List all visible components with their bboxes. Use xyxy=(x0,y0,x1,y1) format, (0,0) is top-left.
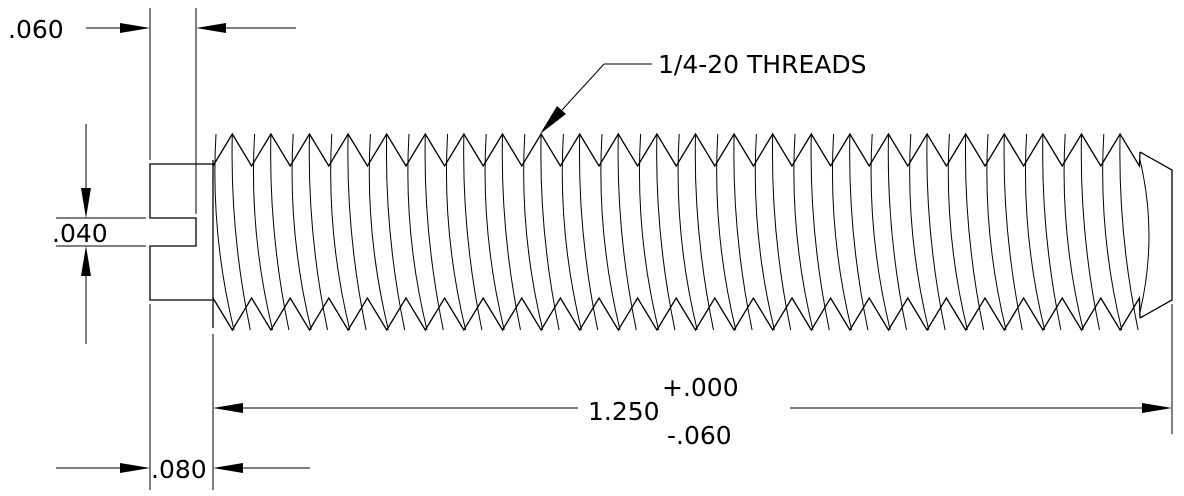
thread-flank-root xyxy=(638,133,660,331)
thread-flank-root xyxy=(831,133,853,331)
arrowhead xyxy=(213,463,243,473)
dim-text-length-tol-plus: +.000 xyxy=(662,373,739,402)
thread-flank-crest xyxy=(424,133,444,331)
thread-flank-root xyxy=(561,133,582,331)
thread-flank-crest xyxy=(617,133,637,331)
thread-flank-root xyxy=(677,133,698,331)
chamfer-end xyxy=(1139,151,1173,319)
leader-line xyxy=(561,63,605,111)
thread-flank-crest xyxy=(656,133,676,331)
thread-flank-crest xyxy=(694,133,714,331)
thread-flank-crest xyxy=(771,133,792,331)
thread-flank-crest xyxy=(578,133,599,331)
dim-slot-depth: .080 xyxy=(56,304,310,490)
thread-flank-crest xyxy=(308,133,328,331)
thread-flank-crest xyxy=(810,133,830,331)
thread-flank-root xyxy=(716,133,737,331)
thread-crest-bottom xyxy=(212,295,1141,332)
thread-crest-top xyxy=(212,132,1141,169)
thread-flank-crest xyxy=(926,133,946,331)
arrowhead xyxy=(120,23,150,33)
thread-flank-crest xyxy=(1080,133,1100,331)
thread-flank-root xyxy=(754,133,775,331)
thread-flank-crest xyxy=(501,133,521,331)
thread-flank-crest xyxy=(887,133,907,331)
thread-flank-root xyxy=(368,133,389,331)
thread-flank-crest xyxy=(270,133,290,331)
thread-flank-crest xyxy=(231,133,251,331)
thread-flank-root xyxy=(1024,133,1046,331)
thread-flank-root xyxy=(214,133,235,331)
dim-slot-width: .040 xyxy=(52,124,146,344)
thread-body xyxy=(212,132,1173,332)
thread-note: 1/4-20 THREADS xyxy=(658,50,866,79)
thread-flank-root xyxy=(484,133,505,331)
thread-flank-crest xyxy=(1119,133,1139,331)
arrowhead xyxy=(120,463,150,473)
thread-flank-root xyxy=(986,133,1007,331)
thread-flank-root xyxy=(523,133,544,331)
thread-flanks xyxy=(214,133,1139,331)
arrowhead xyxy=(81,188,91,218)
thread-callout: 1/4-20 THREADS xyxy=(540,50,866,134)
thread-flank-crest xyxy=(733,133,753,331)
thread-flank-root xyxy=(445,133,467,331)
thread-flank-crest xyxy=(1042,133,1062,331)
thread-flank-crest xyxy=(540,133,560,331)
thread-flank-root xyxy=(407,133,428,331)
screw-head-outline xyxy=(149,163,213,301)
thread-flank-root xyxy=(1063,133,1084,331)
thread-flank-root xyxy=(909,133,930,331)
thread-flank-root xyxy=(330,133,351,331)
arrowhead xyxy=(1142,403,1172,413)
thread-flank-crest xyxy=(463,133,483,331)
chamfer-inner xyxy=(1139,159,1150,313)
thread-flank-crest xyxy=(385,133,406,331)
thread-flank-root xyxy=(870,133,891,331)
thread-flank-root xyxy=(1102,133,1123,331)
thread-flank-root xyxy=(600,133,621,331)
arrowhead xyxy=(81,246,91,276)
thread-flank-root xyxy=(947,133,968,331)
thread-flank-crest xyxy=(964,133,985,331)
dim-text-length-tol-minus: -.060 xyxy=(667,421,732,450)
thread-flank-root xyxy=(793,133,814,331)
thread-flank-root xyxy=(252,133,274,331)
dim-text-slot-width: .040 xyxy=(52,219,108,248)
arrowhead xyxy=(540,106,566,134)
dim-text-slot-depth: .080 xyxy=(151,455,207,484)
dim-text-length: 1.250 xyxy=(588,397,660,426)
dim-head-width: .060 xyxy=(8,8,296,214)
dim-overall-length: 1.250 +.000 -.060 xyxy=(213,304,1173,450)
dim-text-head-width: .060 xyxy=(8,15,64,44)
thread-flank-crest xyxy=(849,133,869,331)
thread-flank-crest xyxy=(347,133,367,331)
thread-flank-crest xyxy=(1003,133,1023,331)
arrowhead xyxy=(196,23,226,33)
arrowhead xyxy=(213,403,243,413)
thread-flank-root xyxy=(291,133,312,331)
